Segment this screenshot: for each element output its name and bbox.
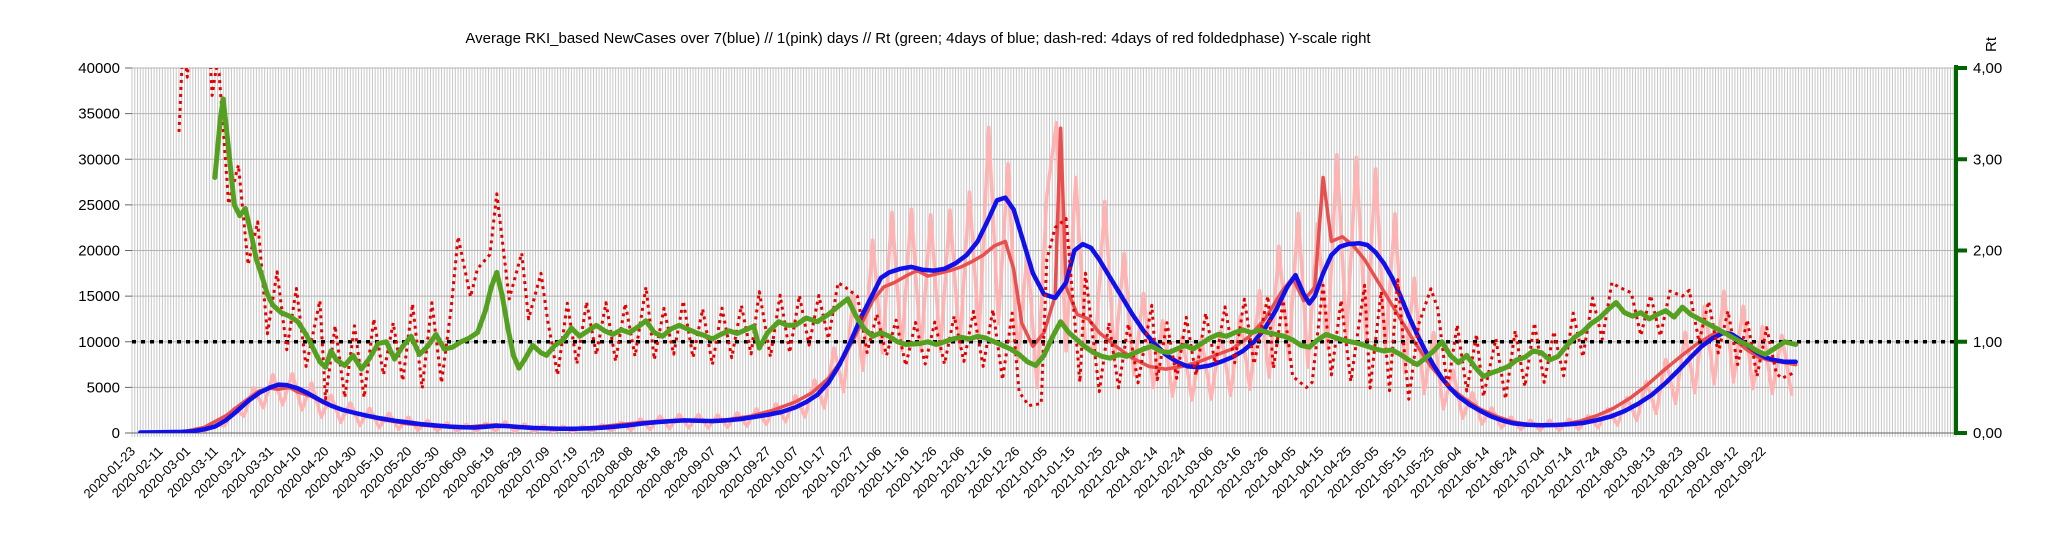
y-left-tick-label: 25000 [78,197,120,214]
right-axis-title: Rt [1983,36,2000,52]
y-left-tick-label: 5000 [87,379,120,396]
y-left-tick-label: 30000 [78,151,120,168]
chart-title: Average RKI_based NewCases over 7(blue) … [465,30,1371,47]
y-left-tick-label: 20000 [78,243,120,260]
y-right-tick-label: 2,00 [1973,243,2002,260]
series-rt-red-dashed-line [177,68,1797,408]
y-right-tick-label: 1,00 [1973,334,2002,351]
y-right-tick-label: 3,00 [1973,151,2002,168]
y-left-tick-label: 0 [112,425,120,442]
series-rt-green-line [212,96,1799,379]
y-right-tick-label: 0,00 [1973,425,2002,442]
y-left-tick-label: 15000 [78,288,120,305]
y-left-tick-label: 35000 [78,106,120,123]
y-right-tick-label: 4,00 [1973,60,2002,77]
y-left-tick-label: 40000 [78,60,120,77]
y-left-tick-label: 10000 [78,334,120,351]
series-avg7-newcases-blue-line [138,195,1798,433]
